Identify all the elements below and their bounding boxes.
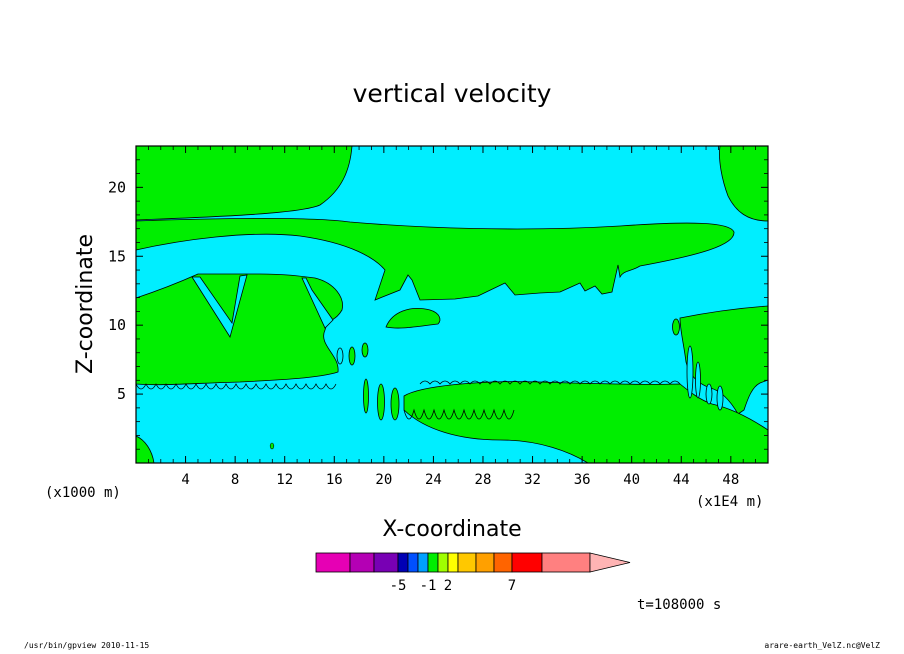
cell-1 [336, 347, 344, 365]
x-tick-label-1: 8 [231, 472, 239, 488]
cell-9 [695, 361, 701, 399]
wavy-boundary-left [135, 383, 337, 390]
x-unit-right: (x1E4 m) [696, 494, 763, 510]
y-tick-label-1: 10 [108, 316, 126, 334]
colorbar-segment-4 [407, 552, 419, 573]
x-tick-label-7: 32 [524, 472, 541, 488]
colorbar: -5 -1 2 7 [315, 552, 631, 594]
x-unit-left: (x1000 m) [45, 485, 121, 501]
upper-right-positive-region [719, 145, 769, 222]
colorbar-arrow [589, 552, 631, 573]
colorbar-segment-11 [493, 552, 513, 573]
colorbar-segment-10 [475, 552, 495, 573]
y-axis-ticks: 5 10 15 20 [108, 159, 768, 450]
x-axis-label: X-coordinate [382, 517, 521, 542]
footer-left: /usr/bin/gpview 2010-11-15 [24, 641, 150, 650]
y-axis-label: Z-coordinate [73, 234, 98, 374]
plot-frame [135, 145, 769, 464]
cell-2 [348, 346, 356, 366]
cell-5 [377, 383, 385, 421]
negative-wedge-1 [191, 274, 248, 338]
colorbar-segment-7 [437, 552, 449, 573]
upper-positive-region [135, 145, 353, 221]
colorbar-tick-label-1: -1 [420, 578, 437, 594]
x-tick-label-6: 28 [475, 472, 492, 488]
chart-title: vertical velocity [353, 79, 552, 108]
cell-3 [361, 342, 369, 358]
negative-wedge-2 [301, 277, 334, 329]
colorbar-tick-label-2: 2 [444, 578, 452, 594]
x-tick-label-3: 16 [326, 472, 343, 488]
wavy-boundary-lower [403, 408, 515, 420]
colorbar-segment-3 [397, 552, 409, 573]
colorbar-segment-9 [457, 552, 477, 573]
central-positive-band [135, 218, 735, 301]
colorbar-tick-label-0: -5 [390, 578, 407, 594]
colorbar-tick-label-3: 7 [508, 578, 516, 594]
y-tick-label-3: 20 [108, 178, 126, 196]
y-tick-label-0: 5 [117, 385, 126, 403]
colorbar-segment-13 [541, 552, 591, 573]
x-tick-label-5: 24 [425, 472, 442, 488]
y-tick-label-2: 15 [108, 247, 126, 265]
cell-7 [672, 318, 680, 336]
colorbar-segment-8 [447, 552, 459, 573]
colorbar-segment-12 [511, 552, 543, 573]
cell-4 [363, 378, 369, 414]
right-middle-positive-region [679, 305, 769, 415]
colorbar-segment-1 [349, 552, 375, 573]
x-tick-label-4: 20 [375, 472, 392, 488]
x-axis-ticks: 4 8 12 16 20 24 28 32 36 40 44 48 [147, 146, 757, 488]
x-tick-label-9: 40 [623, 472, 640, 488]
x-tick-label-10: 44 [673, 472, 690, 488]
colorbar-segment-2 [373, 552, 399, 573]
lower-positive-band [403, 381, 769, 464]
cell-12 [269, 442, 275, 450]
colorbar-segment-0 [315, 552, 351, 573]
x-tick-label-8: 36 [574, 472, 591, 488]
plot-area [135, 145, 769, 464]
cell-11 [716, 385, 724, 411]
small-positive-patch [385, 308, 441, 329]
colorbar-segment-5 [417, 552, 429, 573]
cell-6 [390, 387, 400, 421]
wavy-boundary-mid [419, 380, 681, 385]
time-label: t=108000 s [637, 597, 721, 613]
footer-right: arare-earth_VelZ.nc@VelZ [764, 641, 880, 650]
x-tick-label-0: 4 [181, 472, 189, 488]
x-tick-label-11: 48 [722, 472, 739, 488]
colorbar-segment-6 [427, 552, 439, 573]
cell-10 [705, 383, 713, 405]
x-tick-label-2: 12 [276, 472, 293, 488]
cell-8 [686, 345, 694, 399]
